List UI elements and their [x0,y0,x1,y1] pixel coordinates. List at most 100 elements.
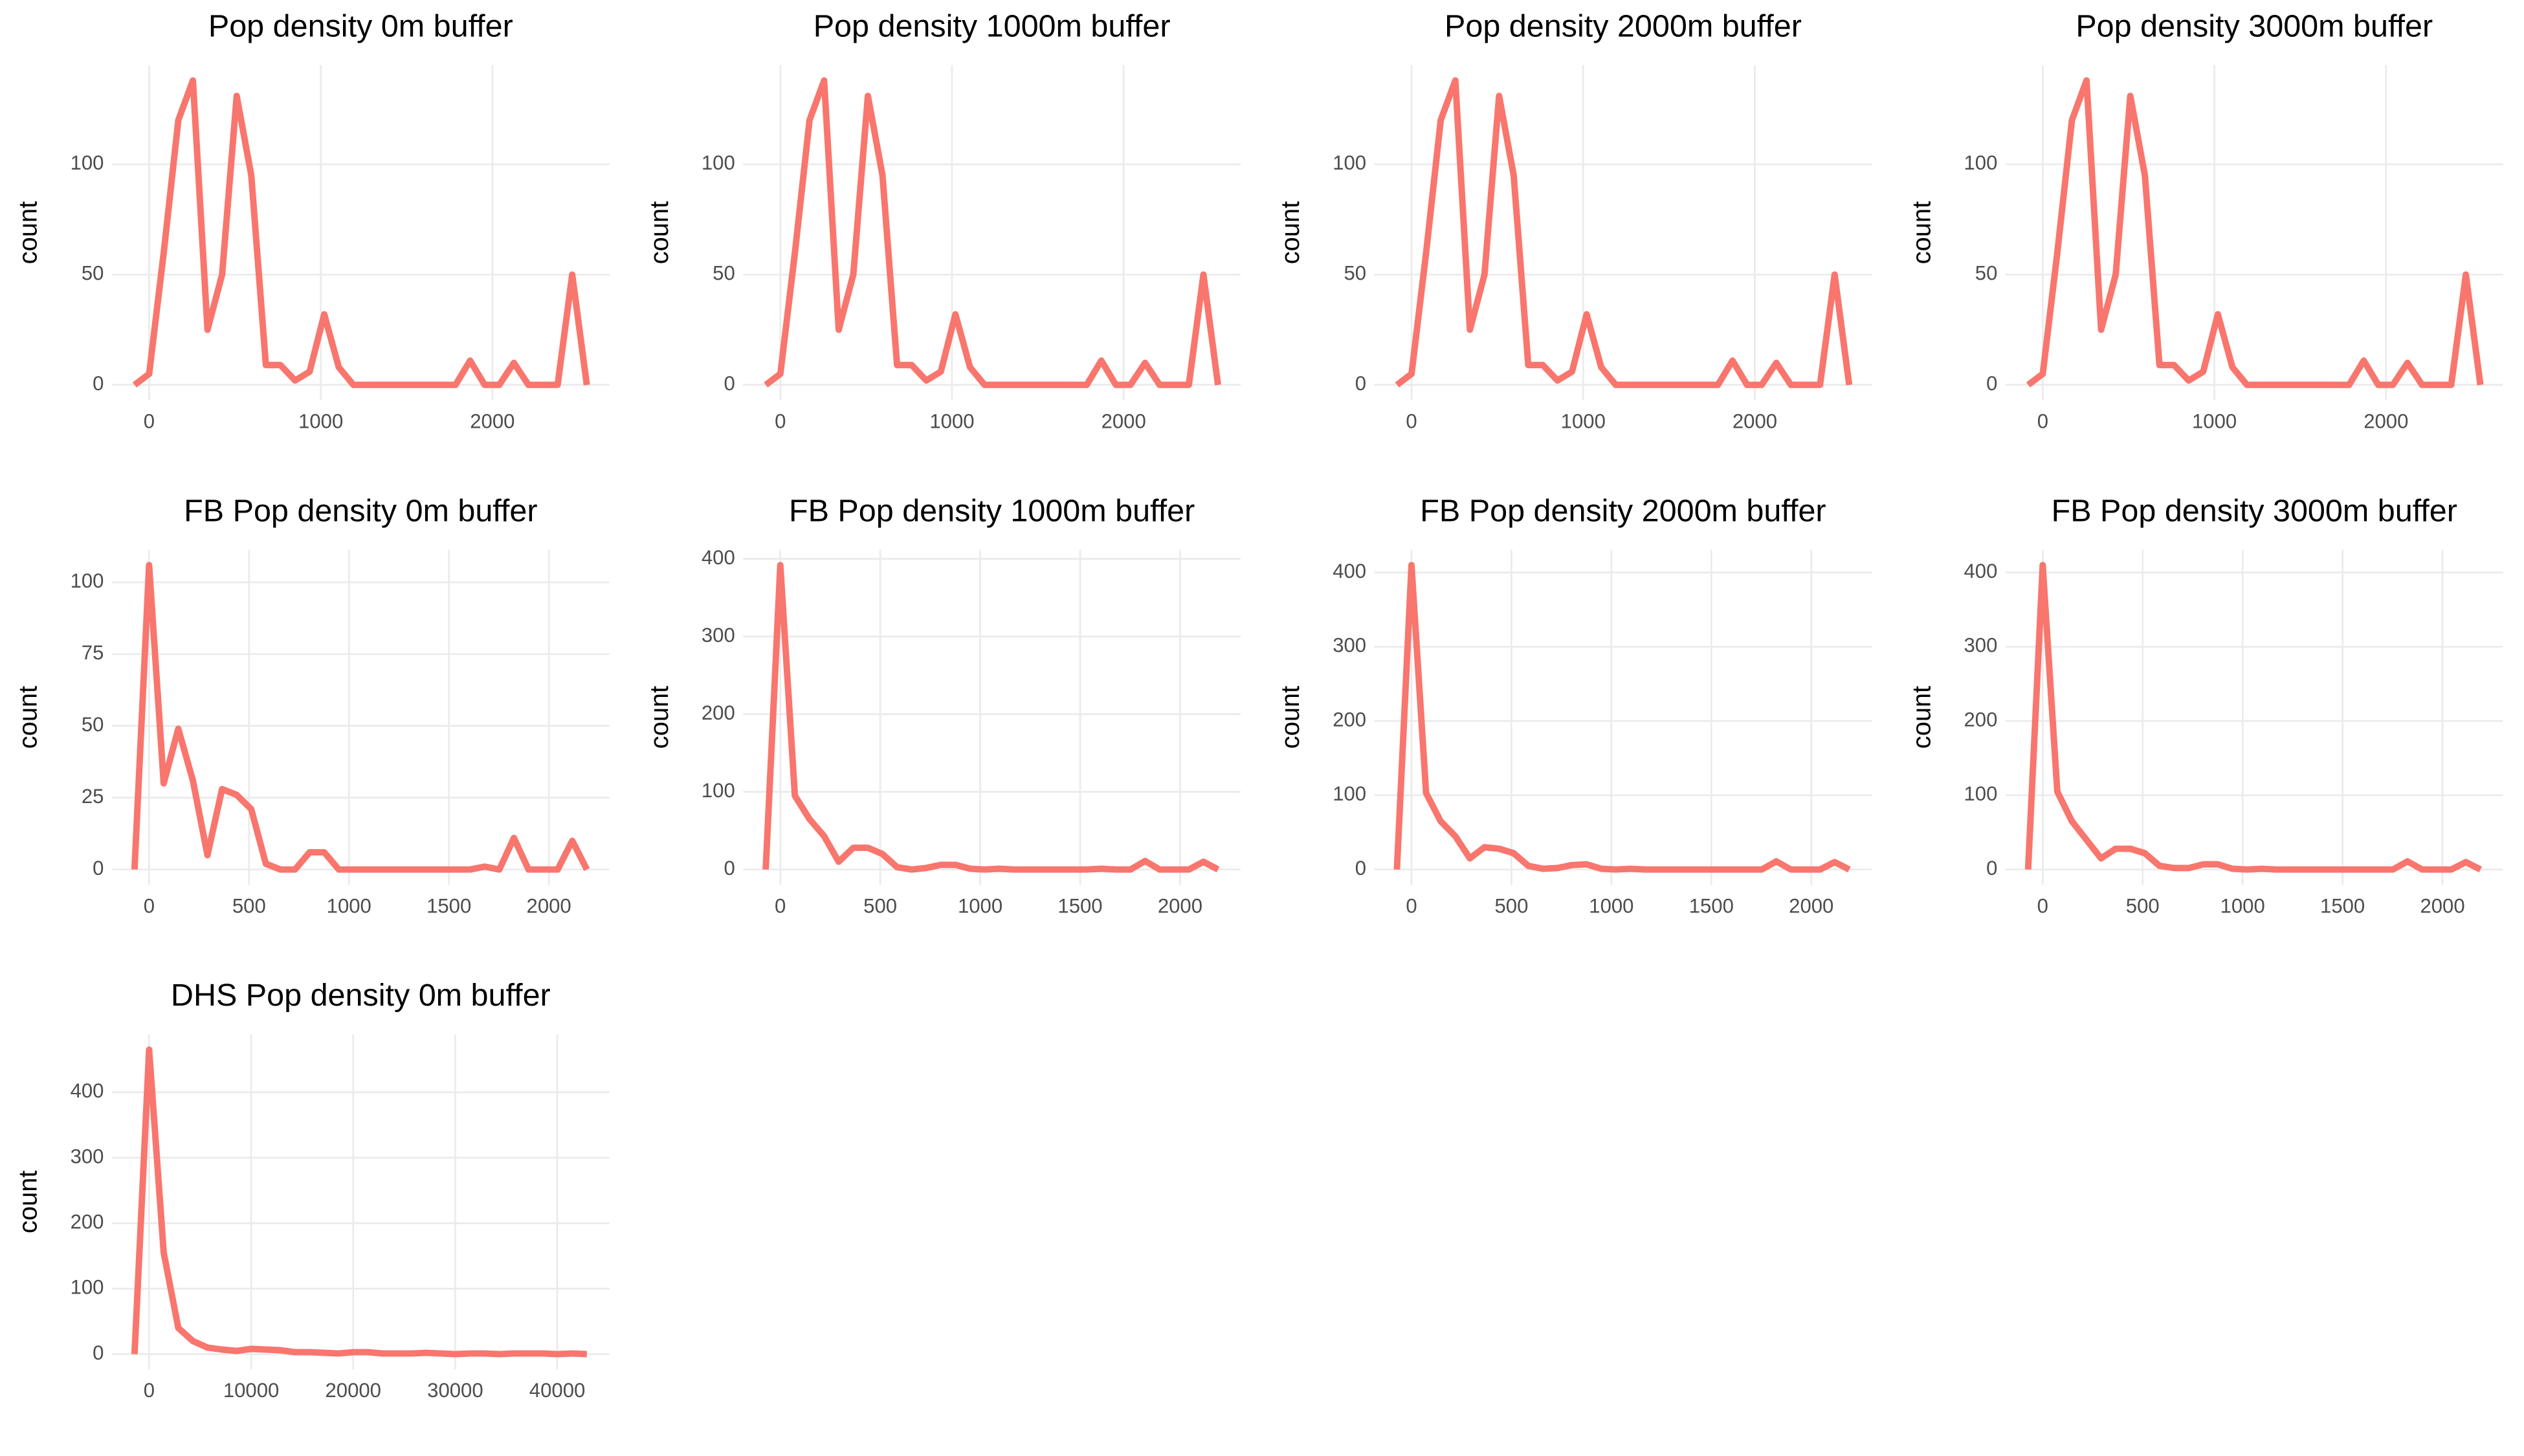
y-axis-label: count [645,686,674,749]
panel: FB Pop density 3000m buffer count 0 100 200 3… [1907,493,2503,917]
x-tick-label: 2000 [1789,894,1833,917]
x-tick-label: 0 [2037,894,2048,917]
y-tick-label: 100 [71,151,104,174]
y-tick-label: 400 [71,1079,104,1102]
y-tick-label: 0 [93,1341,104,1364]
panel-title: Pop density 1000m buffer [814,8,1171,43]
x-tick-label: 2000 [1101,410,1146,432]
y-tick-label: 50 [1975,262,1998,285]
y-tick-label: 100 [702,151,735,174]
x-tick-label: 500 [863,894,897,917]
x-tick-label: 1000 [327,894,371,917]
data-line [131,1046,588,1358]
y-tick-label: 100 [702,779,735,802]
panel: FB Pop density 2000m buffer count 0 100 200 3… [1276,493,1872,917]
y-axis-label: count [1276,686,1305,749]
y-tick-label: 0 [93,372,104,395]
y-tick-label: 0 [1355,372,1366,395]
y-tick-label: 100 [1333,151,1366,174]
x-tick-label: 0 [144,410,155,432]
data-line [1393,562,1851,873]
x-tick-label: 500 [232,894,266,917]
x-tick-label: 1000 [1589,894,1633,917]
y-tick-label: 100 [1964,151,1998,174]
x-tick-label: 2000 [470,410,515,432]
panel: DHS Pop density 0m buffer count 0 100 200 300… [14,978,610,1402]
y-tick-label: 0 [724,372,735,395]
x-tick-label: 2000 [527,894,571,917]
panel: FB Pop density 1000m buffer count 0 100 200 3… [645,493,1241,917]
x-tick-label: 0 [2037,410,2048,432]
x-tick-label: 1000 [298,410,343,432]
y-tick-label: 50 [1344,262,1367,285]
panel: FB Pop density 0m buffercount02550751000… [14,493,610,917]
x-tick-label: 1000 [2192,410,2237,432]
y-axis-label: count [645,201,674,264]
x-tick-label: 1000 [958,894,1002,917]
panel-title: FB Pop density 3000m buffer [2052,493,2457,528]
y-tick-label: 0 [724,857,735,879]
panel-title: Pop density 3000m buffer [2076,8,2433,43]
x-tick-label: 500 [1494,894,1528,917]
x-tick-label: 1500 [1689,894,1734,917]
x-tick-label: 1500 [1057,894,1102,917]
y-axis-label: count [14,1171,43,1233]
x-tick-label: 10000 [223,1379,279,1402]
x-tick-label: 0 [775,894,786,917]
x-tick-label: 40000 [529,1379,585,1402]
y-tick-label: 0 [93,857,104,879]
y-tick-label: 75 [82,641,104,664]
data-line [2024,562,2483,873]
panel-title: FB Pop density 0m buffer [184,493,537,528]
y-tick-label: 100 [71,1276,104,1299]
data-line [762,562,1220,873]
x-tick-label: 1500 [426,894,471,917]
y-axis-label: count [14,201,43,264]
panel-title: Pop density 2000m buffer [1445,8,1802,43]
y-tick-label: 300 [71,1145,104,1167]
panel-title: FB Pop density 1000m buffer [789,493,1195,528]
y-tick-label: 50 [82,713,104,736]
y-tick-label: 400 [1333,560,1366,582]
y-tick-label: 25 [82,785,104,808]
y-tick-label: 0 [1986,372,1997,395]
panel-title: Pop density 0m buffer [208,8,513,43]
y-tick-label: 200 [702,701,735,724]
y-tick-label: 400 [702,546,735,569]
y-tick-label: 200 [1964,708,1998,731]
data-line [764,77,1221,388]
x-tick-label: 0 [775,410,786,432]
y-tick-label: 200 [1333,708,1366,731]
panel-title: FB Pop density 2000m buffer [1420,493,1826,528]
y-axis-label: count [14,686,43,749]
x-tick-label: 0 [1406,410,1417,432]
x-tick-label: 20000 [325,1379,381,1402]
y-tick-label: 0 [1355,857,1366,879]
x-tick-label: 2000 [2363,410,2408,432]
x-tick-label: 2000 [1158,894,1202,917]
x-tick-label: 30000 [427,1379,483,1402]
y-axis-label: count [1907,201,1936,264]
y-tick-label: 50 [713,262,735,285]
y-tick-label: 300 [702,624,735,646]
x-tick-label: 0 [144,894,155,917]
y-tick-label: 300 [1964,634,1998,657]
x-tick-label: 500 [2126,894,2160,917]
x-tick-label: 1000 [1561,410,1606,432]
x-tick-label: 2000 [1732,410,1777,432]
y-axis-label: count [1276,201,1305,264]
x-tick-label: 1000 [2220,894,2265,917]
x-tick-label: 1000 [929,410,974,432]
y-tick-label: 400 [1964,560,1998,582]
panel-title: DHS Pop density 0m buffer [171,978,551,1013]
x-tick-label: 1500 [2320,894,2365,917]
y-tick-label: 100 [71,569,104,592]
x-tick-label: 0 [144,1379,155,1402]
y-tick-label: 0 [1986,857,1997,879]
